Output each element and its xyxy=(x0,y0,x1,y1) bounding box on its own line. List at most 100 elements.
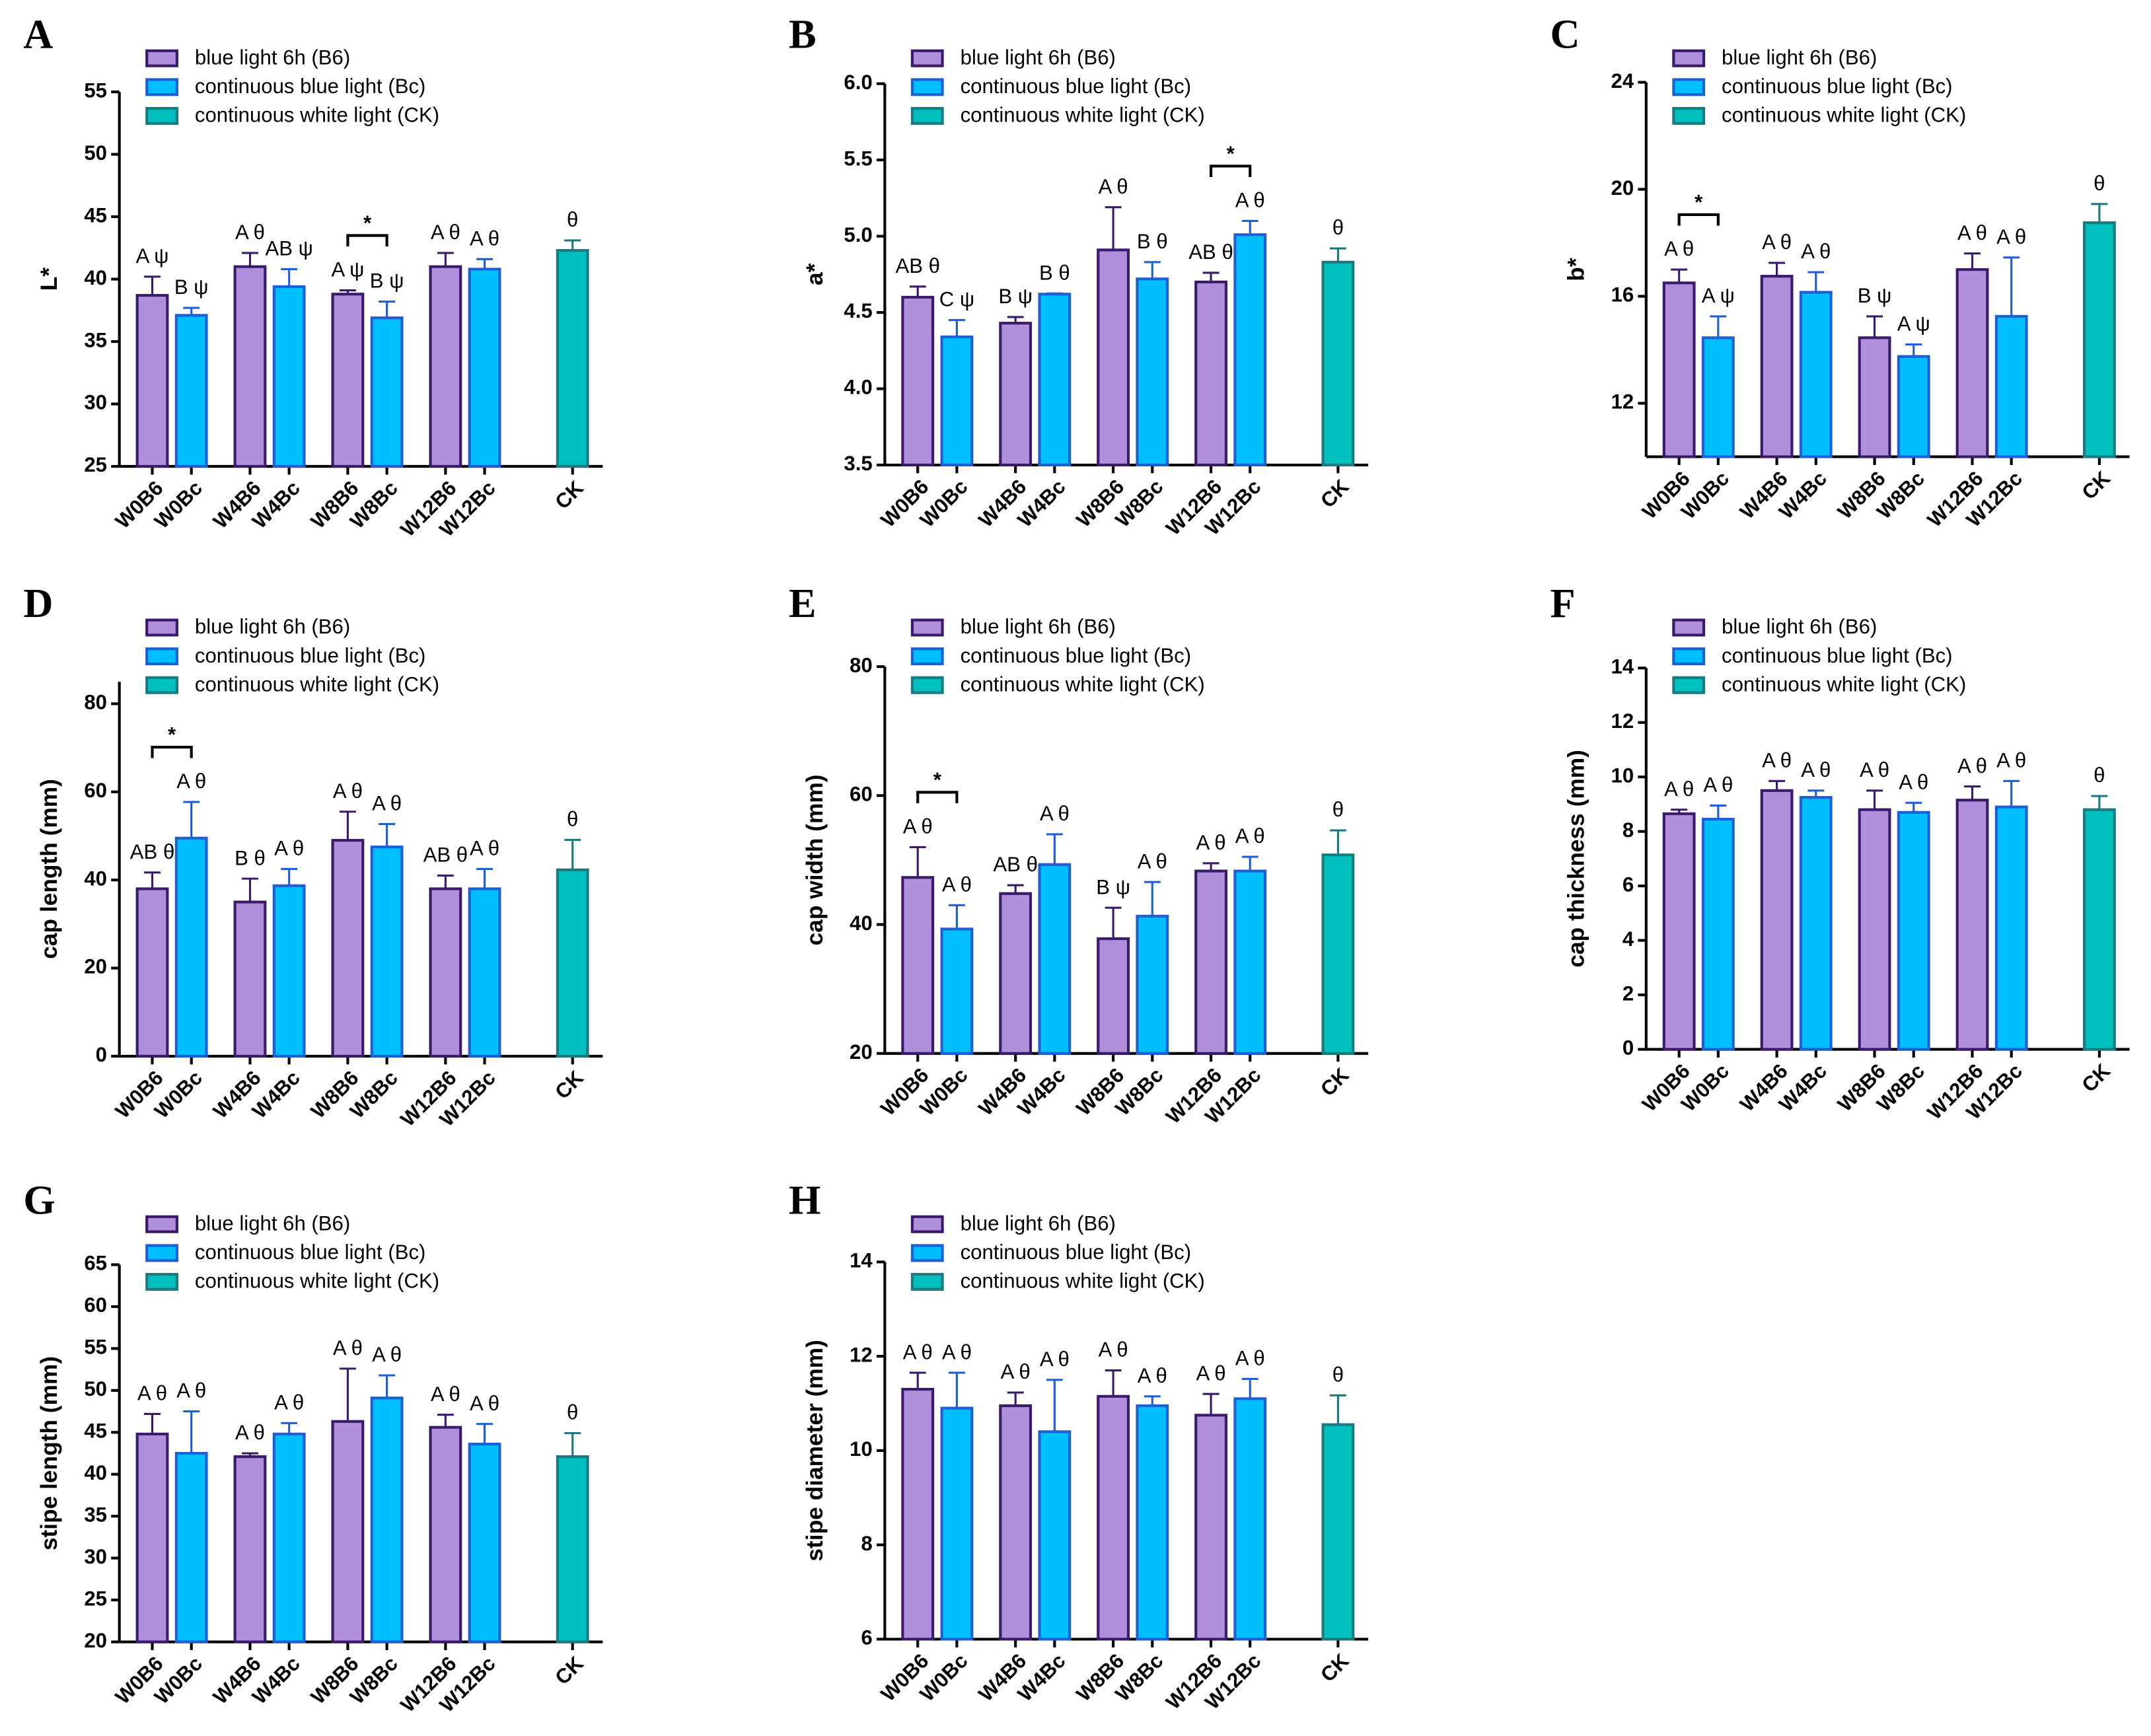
bar xyxy=(233,1455,267,1644)
significance-label: A θ xyxy=(942,873,972,896)
error-bar xyxy=(242,1452,258,1457)
legend-swatch xyxy=(145,78,178,96)
significance-label: A θ xyxy=(1138,850,1167,873)
significance-label: A ψ xyxy=(136,244,169,268)
bar xyxy=(1038,863,1072,1055)
significance-label: A ψ xyxy=(331,258,364,281)
y-tick-label: 35 xyxy=(84,328,107,351)
significance-label: A θ xyxy=(1040,802,1070,825)
y-axis-label: stipe length (mm) xyxy=(36,1356,62,1550)
error-bar xyxy=(242,252,258,267)
bar xyxy=(468,1443,501,1644)
legend-swatch xyxy=(145,1272,178,1291)
bar xyxy=(174,836,208,1058)
significance-label: B θ xyxy=(235,846,266,869)
significance-label: A θ xyxy=(1996,225,2026,248)
bar xyxy=(1233,869,1267,1055)
significance-label: AB θ xyxy=(993,853,1037,876)
bar xyxy=(1799,291,1833,458)
significance-label: B θ xyxy=(1137,230,1168,253)
error-bar xyxy=(1329,1394,1346,1425)
y-tick-label: 2 xyxy=(1622,982,1634,1005)
significance-label: A θ xyxy=(372,792,402,815)
significance-label: θ xyxy=(1332,216,1344,239)
error-bar xyxy=(1329,829,1346,855)
bar xyxy=(429,265,462,468)
y-tick-label: 40 xyxy=(84,1461,107,1484)
error-bar xyxy=(144,871,161,889)
bar xyxy=(1097,937,1130,1055)
bar xyxy=(1097,1394,1130,1641)
significance-label: AB θ xyxy=(1188,240,1233,264)
legend-swatch xyxy=(1672,78,1706,96)
significance-label: θ xyxy=(567,808,578,831)
bar xyxy=(135,1432,169,1644)
panel-letter: D xyxy=(23,581,53,626)
bar xyxy=(272,1432,306,1644)
x-tick-label: CK xyxy=(1316,1649,1354,1686)
y-tick-label: 10 xyxy=(850,1437,873,1461)
y-tick-label: 35 xyxy=(84,1503,107,1526)
y-tick-label: 20 xyxy=(850,1040,873,1064)
significance-label: A θ xyxy=(1196,831,1226,854)
error-bar xyxy=(1329,247,1346,262)
bar xyxy=(1662,812,1696,1051)
y-axis-label: cap width (mm) xyxy=(802,775,828,946)
x-tick-label: CK xyxy=(550,476,588,514)
legend-label: continuous blue light (Bc) xyxy=(195,1241,426,1264)
legend-label: continuous white light (CK) xyxy=(1722,672,1966,696)
y-tick-label: 6 xyxy=(861,1626,872,1649)
error-bar xyxy=(339,811,356,841)
significance-label: A θ xyxy=(333,779,363,803)
y-tick-label: 14 xyxy=(1611,655,1634,678)
bar xyxy=(174,1451,208,1644)
bar xyxy=(1097,248,1130,467)
bar xyxy=(233,265,267,468)
legend-label: continuous white light (CK) xyxy=(1722,104,1966,127)
significance-label: A θ xyxy=(1099,175,1128,198)
legend-label: blue light 6h (B6) xyxy=(1722,615,1877,638)
panel-letter: C xyxy=(1550,11,1580,57)
error-bar xyxy=(183,801,200,838)
bar xyxy=(1233,233,1267,467)
bracket-label: * xyxy=(1695,191,1703,214)
bar xyxy=(1955,268,1989,458)
y-axis-label: stipe diameter (mm) xyxy=(802,1340,828,1561)
significance-label: A ψ xyxy=(1702,284,1735,307)
bracket xyxy=(916,791,959,803)
significance-label: A θ xyxy=(1762,749,1792,772)
y-tick-label: 3.5 xyxy=(844,452,872,475)
bracket-label: * xyxy=(363,211,372,235)
bar xyxy=(556,868,589,1058)
bar xyxy=(1994,805,2028,1051)
bar xyxy=(1897,355,1930,458)
y-tick-label: 25 xyxy=(84,1587,107,1610)
legend-label: blue light 6h (B6) xyxy=(961,1212,1116,1235)
significance-label: A θ xyxy=(431,1383,460,1406)
significance-label: A θ xyxy=(1957,754,1987,778)
bar xyxy=(1701,818,1735,1051)
y-tick-label: 4.5 xyxy=(844,299,872,322)
bar xyxy=(940,927,974,1055)
bar xyxy=(429,887,462,1058)
error-bar xyxy=(909,846,926,878)
error-bar xyxy=(339,1367,356,1422)
bar xyxy=(135,294,169,468)
y-tick-label: 30 xyxy=(84,391,107,414)
y-tick-label: 60 xyxy=(850,783,873,806)
error-bar xyxy=(1046,292,1063,295)
legend-swatch xyxy=(1672,647,1706,666)
y-tick-label: 16 xyxy=(1611,283,1634,307)
significance-label: A θ xyxy=(1801,240,1831,263)
bracket-label: * xyxy=(933,768,942,791)
bar xyxy=(901,295,935,467)
legend-label: continuous blue light (Bc) xyxy=(195,75,426,98)
significance-label: A θ xyxy=(1235,1347,1265,1370)
legend-label: blue light 6h (B6) xyxy=(195,615,350,638)
legend-swatch xyxy=(1672,676,1706,694)
bar xyxy=(901,876,935,1055)
significance-label: B ψ xyxy=(1096,875,1130,898)
